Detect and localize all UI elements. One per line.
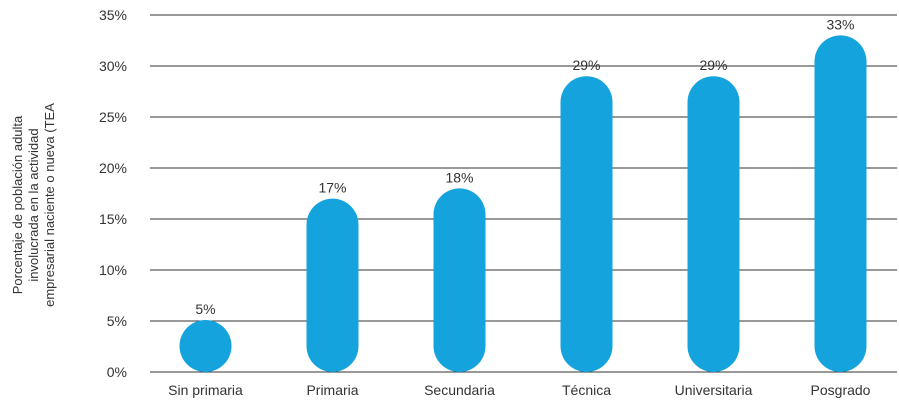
y-tick-label: 15% [99,211,127,227]
bar [179,320,232,372]
bar [433,188,486,372]
bar [560,76,613,372]
y-axis-label-line-1: Porcentaje de población adulta [10,115,25,294]
y-tick-label: 5% [107,313,127,329]
y-tick-label: 25% [99,109,127,125]
y-axis-label-line-3: empresarial naciente o nueva (TEA [42,103,57,307]
data-label: 29% [572,57,600,73]
y-tick-label: 35% [99,7,127,23]
x-category-label: Sin primaria [168,382,243,398]
y-axis-label: Porcentaje de población adulta involucra… [10,103,57,307]
y-axis-label-line-2: involucrada en la actividad [26,128,41,281]
x-category-label: Posgrado [811,382,871,398]
y-tick-label: 30% [99,58,127,74]
bars [179,35,867,373]
gridlines [150,14,897,373]
data-labels: 5% 17% 18% 29% 29% 33% [195,16,854,317]
data-label: 17% [318,180,346,196]
x-category-label: Primaria [306,382,358,398]
y-tick-label: 0% [107,364,127,380]
bar [306,198,359,372]
y-axis-ticks: 0% 5% 10% 15% 20% 25% 30% 35% [99,7,127,380]
bar [687,76,740,372]
y-tick-label: 20% [99,160,127,176]
data-label: 18% [445,169,473,185]
x-category-label: Secundaria [424,382,495,398]
x-category-label: Técnica [562,382,611,398]
data-label: 5% [195,301,215,317]
y-tick-label: 10% [99,262,127,278]
data-label: 33% [826,16,854,32]
bar [814,35,867,373]
x-axis-categories: Sin primaria Primaria Secundaria Técnica Uni… [168,382,871,398]
x-category-label: Universitaria [675,382,753,398]
data-label: 29% [699,57,727,73]
